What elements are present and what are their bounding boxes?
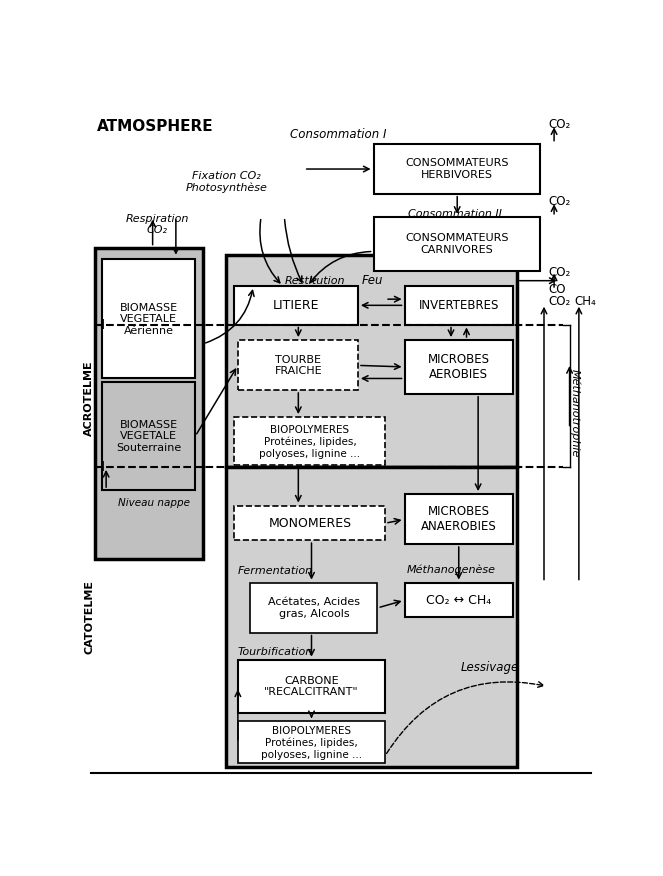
Text: Consommation I: Consommation I — [290, 128, 387, 141]
FancyBboxPatch shape — [373, 216, 540, 271]
FancyBboxPatch shape — [102, 259, 195, 378]
FancyBboxPatch shape — [404, 494, 513, 544]
Text: Niveau nappe: Niveau nappe — [118, 498, 190, 508]
FancyBboxPatch shape — [226, 467, 517, 767]
FancyBboxPatch shape — [373, 144, 540, 194]
Text: BIOMASSE
VEGETALE
Souterraine: BIOMASSE VEGETALE Souterraine — [116, 420, 182, 453]
FancyBboxPatch shape — [238, 721, 385, 764]
Text: Lessivage: Lessivage — [461, 661, 519, 674]
Text: Restitution: Restitution — [284, 276, 345, 286]
Text: CONSOMMATEURS
CARNIVORES: CONSOMMATEURS CARNIVORES — [406, 233, 509, 255]
Text: TOURBE
FRAICHE: TOURBE FRAICHE — [274, 355, 322, 376]
Text: Respiration
CO₂: Respiration CO₂ — [125, 214, 189, 236]
Text: Tourbification: Tourbification — [238, 646, 313, 657]
Text: Fermentation: Fermentation — [238, 566, 313, 576]
FancyBboxPatch shape — [404, 340, 513, 394]
FancyBboxPatch shape — [238, 340, 358, 390]
Text: BIOPOLYMERES
Protéines, lipides,
polyoses, lignine ...: BIOPOLYMERES Protéines, lipides, polyose… — [261, 726, 362, 759]
Text: INVERTEBRES: INVERTEBRES — [418, 299, 499, 312]
FancyBboxPatch shape — [404, 583, 513, 618]
Text: BIOMASSE
VEGETALE
Aérienne: BIOMASSE VEGETALE Aérienne — [120, 302, 178, 336]
FancyBboxPatch shape — [234, 286, 358, 325]
Text: Consommation II: Consommation II — [408, 209, 503, 220]
FancyBboxPatch shape — [234, 417, 385, 465]
Text: CARBONE
"RECALCITRANT": CARBONE "RECALCITRANT" — [264, 675, 359, 697]
Text: I: I — [99, 460, 105, 474]
Text: Acétates, Acides
gras, Alcools: Acétates, Acides gras, Alcools — [268, 597, 360, 618]
Text: LITIERE: LITIERE — [272, 299, 320, 312]
Text: CO₂: CO₂ — [548, 118, 571, 131]
FancyBboxPatch shape — [238, 660, 385, 713]
Text: MICROBES
AEROBIES: MICROBES AEROBIES — [428, 353, 490, 381]
Text: MICROBES
ANAEROBIES: MICROBES ANAEROBIES — [421, 505, 497, 533]
Text: CO₂ ↔ CH₄: CO₂ ↔ CH₄ — [426, 594, 491, 607]
FancyBboxPatch shape — [404, 286, 513, 325]
Text: ACROTELME: ACROTELME — [84, 360, 94, 435]
Text: ATMOSPHERE: ATMOSPHERE — [97, 119, 213, 134]
Text: Feu: Feu — [362, 274, 383, 287]
Text: CO₂: CO₂ — [548, 266, 571, 279]
Text: Méthanotrophie: Méthanotrophie — [570, 369, 580, 457]
FancyBboxPatch shape — [102, 382, 195, 490]
FancyBboxPatch shape — [226, 255, 517, 467]
FancyBboxPatch shape — [95, 248, 203, 560]
Text: CH₄: CH₄ — [574, 295, 596, 308]
Text: Méthanogenèse: Méthanogenèse — [407, 564, 496, 575]
Text: MONOMERES: MONOMERES — [269, 517, 351, 530]
Text: Fixation CO₂
Photosynthèse: Fixation CO₂ Photosynthèse — [186, 171, 267, 194]
Text: CONSOMMATEURS
HERBIVORES: CONSOMMATEURS HERBIVORES — [406, 159, 509, 180]
Text: I: I — [99, 318, 105, 332]
Text: CO₂: CO₂ — [548, 295, 571, 308]
Text: CO: CO — [548, 284, 566, 296]
FancyBboxPatch shape — [249, 583, 377, 632]
Text: CO₂: CO₂ — [548, 194, 571, 208]
FancyBboxPatch shape — [234, 505, 385, 540]
Text: BIOPOLYMERES
Protéines, lipides,
polyoses, lignine ...: BIOPOLYMERES Protéines, lipides, polyose… — [259, 425, 361, 458]
Text: CATOTELME: CATOTELME — [84, 580, 94, 654]
